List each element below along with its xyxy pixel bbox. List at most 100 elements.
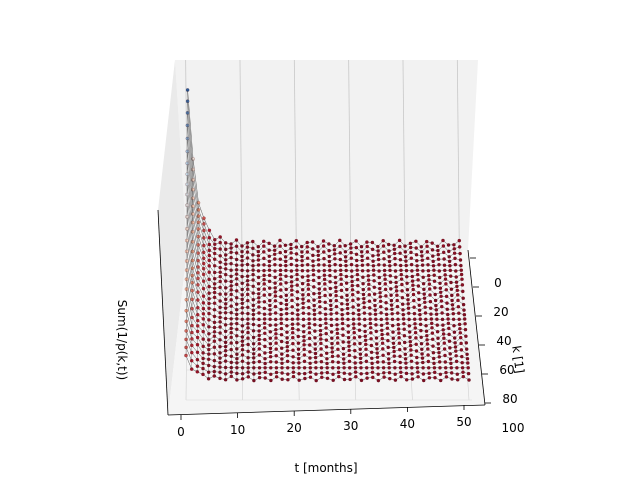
surface-point bbox=[375, 355, 380, 359]
surface-point bbox=[417, 303, 421, 307]
surface-point bbox=[301, 293, 305, 297]
surface-point bbox=[278, 277, 283, 281]
surface-point bbox=[423, 300, 427, 304]
surface-point bbox=[318, 299, 322, 304]
y-axis-line bbox=[467, 249, 486, 406]
surface-point bbox=[385, 317, 389, 321]
y-tick-label: 40 bbox=[496, 334, 511, 348]
surface-col-t-3 bbox=[202, 218, 205, 375]
surface-point bbox=[409, 353, 413, 357]
surface-point bbox=[435, 323, 439, 327]
surface-point bbox=[365, 256, 370, 260]
surface-point bbox=[302, 330, 306, 334]
surface-point bbox=[340, 302, 344, 306]
surface-point bbox=[359, 372, 363, 376]
surface-point bbox=[443, 268, 447, 273]
surface-point bbox=[355, 268, 359, 272]
surface-point bbox=[318, 305, 322, 309]
surface-point bbox=[391, 341, 396, 345]
surface-point bbox=[301, 306, 305, 310]
surface-point bbox=[403, 255, 408, 259]
surface-point bbox=[306, 269, 310, 273]
surface-point bbox=[279, 301, 283, 306]
surface-point bbox=[256, 244, 260, 249]
surface-point bbox=[328, 273, 332, 278]
surface-point bbox=[257, 311, 261, 315]
surface-point bbox=[404, 268, 409, 273]
surface-point bbox=[401, 317, 406, 321]
surface-point bbox=[369, 343, 374, 348]
surface-point bbox=[422, 292, 426, 296]
surface-point bbox=[438, 372, 443, 376]
surface-point bbox=[308, 375, 313, 379]
surface-point bbox=[268, 293, 272, 297]
surface-point bbox=[324, 331, 328, 336]
surface-point bbox=[395, 293, 399, 297]
surface-point bbox=[396, 317, 400, 321]
surface-point bbox=[273, 275, 277, 280]
surface-point bbox=[319, 341, 323, 346]
surface-point bbox=[291, 374, 296, 379]
x-tick-label: 30 bbox=[343, 419, 358, 433]
surface-point bbox=[430, 248, 435, 252]
surface-point bbox=[377, 275, 381, 280]
surface-point bbox=[459, 263, 463, 268]
surface-point bbox=[371, 264, 376, 268]
surface-point bbox=[423, 305, 427, 309]
surface-point bbox=[414, 239, 418, 243]
surface-point bbox=[267, 264, 272, 268]
surface-point bbox=[268, 308, 272, 312]
surface-point bbox=[447, 332, 451, 337]
surface-point bbox=[256, 258, 261, 262]
surface-point bbox=[353, 370, 358, 374]
surface-point bbox=[371, 254, 375, 258]
surface-point bbox=[302, 339, 306, 343]
surface-point bbox=[403, 347, 407, 351]
surface-point bbox=[284, 293, 288, 298]
surface-point bbox=[307, 312, 311, 316]
surface-point bbox=[404, 371, 409, 376]
surface-point bbox=[268, 355, 273, 359]
surface-point bbox=[289, 242, 293, 247]
surface-point bbox=[410, 279, 415, 283]
surface-point bbox=[343, 243, 347, 248]
surface-point bbox=[333, 269, 337, 273]
surface-point bbox=[308, 350, 312, 354]
surface-point bbox=[262, 250, 266, 254]
surface-point bbox=[316, 258, 321, 262]
surface-point bbox=[329, 323, 334, 328]
surface-point bbox=[256, 263, 261, 267]
surface-point bbox=[338, 257, 342, 262]
surface-point bbox=[262, 239, 266, 243]
surface-point bbox=[415, 259, 419, 263]
surface-point bbox=[303, 371, 307, 376]
surface-point bbox=[381, 238, 385, 243]
surface-point bbox=[397, 331, 401, 335]
surface-point bbox=[333, 257, 337, 261]
surface-point bbox=[366, 263, 370, 267]
surface-point bbox=[456, 298, 460, 303]
y-tick-label: 60 bbox=[499, 363, 514, 377]
surface-point bbox=[296, 328, 300, 332]
surface-point bbox=[377, 269, 381, 273]
surface-point bbox=[347, 344, 351, 348]
surface-point bbox=[408, 340, 412, 344]
surface-point bbox=[334, 293, 338, 298]
y-tick-label: 80 bbox=[502, 392, 517, 406]
surface-point bbox=[387, 361, 391, 366]
surface-point bbox=[268, 350, 273, 355]
surface-point bbox=[399, 272, 403, 277]
surface-point bbox=[290, 288, 294, 292]
surface-point bbox=[430, 331, 435, 335]
surface-point bbox=[466, 361, 470, 365]
surface-point bbox=[341, 340, 345, 344]
surface-point bbox=[337, 374, 341, 379]
surface-point bbox=[452, 330, 457, 334]
surface-point bbox=[279, 307, 283, 312]
surface-point bbox=[308, 356, 312, 360]
surface-point bbox=[322, 250, 326, 254]
surface-point bbox=[425, 244, 429, 248]
surface-point bbox=[425, 250, 430, 254]
surface-point bbox=[394, 280, 398, 285]
